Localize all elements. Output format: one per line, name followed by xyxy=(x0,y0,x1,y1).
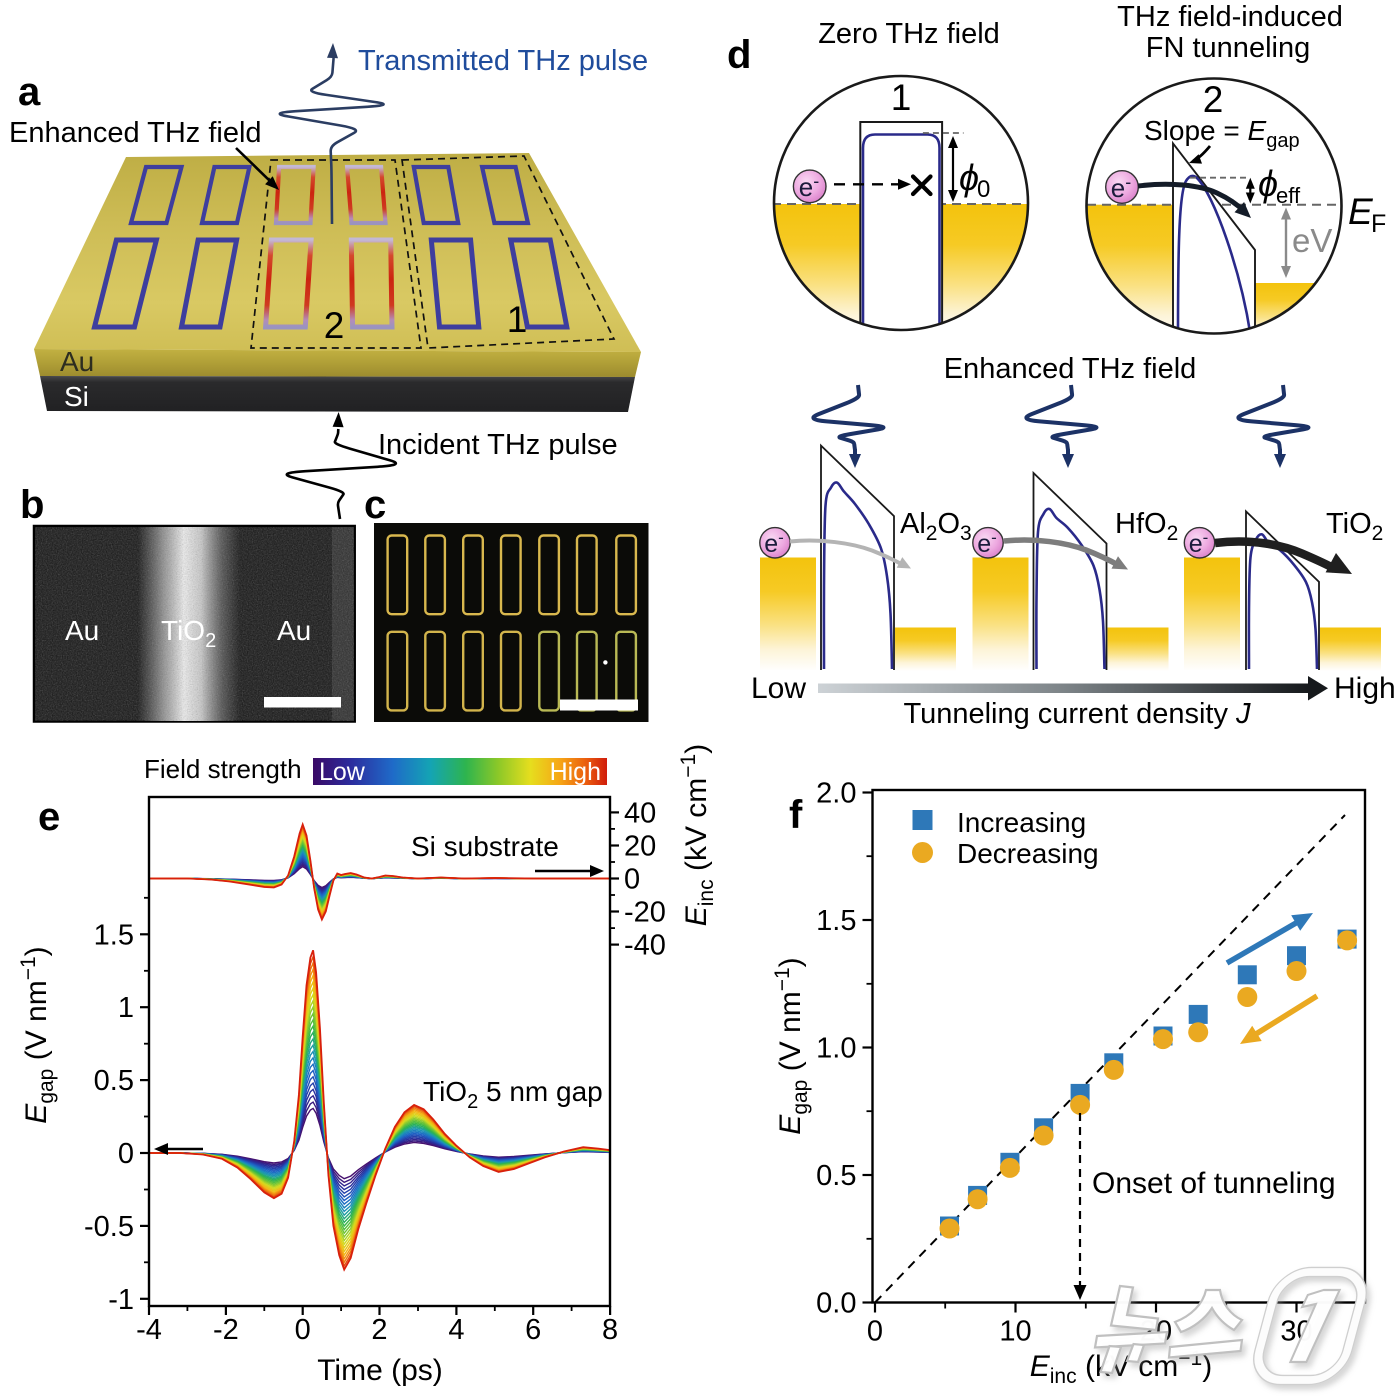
svg-text:a: a xyxy=(18,70,41,114)
svg-text:-20: -20 xyxy=(624,897,666,929)
svg-text:0: 0 xyxy=(867,1316,883,1348)
svg-text:Si substrate: Si substrate xyxy=(411,831,559,862)
svg-text:0: 0 xyxy=(624,864,640,896)
svg-text:Einc (kV cm−1): Einc (kV cm−1) xyxy=(677,744,718,927)
svg-text:ϕ: ϕ xyxy=(1258,163,1278,204)
svg-text:2: 2 xyxy=(371,1314,387,1346)
svg-text:1: 1 xyxy=(118,992,134,1024)
svg-text:1.0: 1.0 xyxy=(816,1033,856,1065)
svg-text:2: 2 xyxy=(324,305,345,346)
svg-text:1.5: 1.5 xyxy=(816,905,856,937)
svg-text:Enhanced THz field: Enhanced THz field xyxy=(9,117,262,149)
svg-text:1: 1 xyxy=(507,299,528,340)
svg-text:0: 0 xyxy=(295,1314,311,1346)
svg-text:Decreasing: Decreasing xyxy=(957,838,1099,869)
svg-text:TiO2​: TiO2​ xyxy=(1326,508,1383,545)
svg-text:Increasing: Increasing xyxy=(957,807,1086,838)
svg-text:6: 6 xyxy=(525,1314,541,1346)
svg-text:Low: Low xyxy=(751,672,806,705)
svg-text:Au: Au xyxy=(277,615,311,646)
svg-text:-0.5: -0.5 xyxy=(84,1211,134,1243)
svg-text:8: 8 xyxy=(602,1314,618,1346)
svg-text:0.5: 0.5 xyxy=(816,1160,856,1192)
svg-text:Einc (kV cm−1): Einc (kV cm−1) xyxy=(1030,1347,1213,1388)
svg-text:Zero THz field: Zero THz field xyxy=(818,18,1000,50)
svg-text:Field strength: Field strength xyxy=(144,754,302,784)
svg-text:20: 20 xyxy=(624,831,656,863)
svg-text:f: f xyxy=(789,793,803,837)
svg-text:0.0: 0.0 xyxy=(816,1288,856,1320)
svg-text:Time (ps): Time (ps) xyxy=(317,1354,443,1387)
svg-text:e: e xyxy=(38,795,60,839)
svg-text:d: d xyxy=(727,33,751,77)
svg-text:0.5: 0.5 xyxy=(94,1065,134,1097)
svg-text:ϕ: ϕ xyxy=(959,157,979,198)
svg-text:10: 10 xyxy=(999,1316,1031,1348)
svg-text:F: F xyxy=(1371,210,1386,238)
svg-text:0: 0 xyxy=(118,1138,134,1170)
svg-text:Transmitted THz pulse: Transmitted THz pulse xyxy=(358,45,648,77)
svg-text:40: 40 xyxy=(624,797,656,829)
svg-text:2.0: 2.0 xyxy=(816,778,856,810)
svg-text:-4: -4 xyxy=(136,1314,162,1346)
svg-text:c: c xyxy=(364,483,386,527)
svg-text:Egap (V nm−1): Egap (V nm−1) xyxy=(17,946,58,1123)
svg-text:4: 4 xyxy=(448,1314,464,1346)
svg-text:Au: Au xyxy=(60,346,94,377)
svg-text:2: 2 xyxy=(1203,79,1224,120)
svg-text:-2: -2 xyxy=(213,1314,239,1346)
svg-text:Low: Low xyxy=(319,758,366,786)
svg-text:1: 1 xyxy=(891,77,912,118)
svg-text:-40: -40 xyxy=(624,930,666,962)
svg-text:eff: eff xyxy=(1276,183,1301,208)
svg-text:Egap (V nm−1): Egap (V nm−1) xyxy=(771,957,812,1134)
svg-text:TiO2 5 nm gap: TiO2 5 nm gap xyxy=(423,1076,603,1113)
svg-text:-1: -1 xyxy=(108,1284,134,1316)
svg-text:Incident THz pulse: Incident THz pulse xyxy=(378,429,618,461)
svg-text:Onset of tunneling: Onset of tunneling xyxy=(1092,1167,1336,1200)
svg-text:eV: eV xyxy=(1292,222,1332,259)
svg-text:High: High xyxy=(1334,672,1396,705)
svg-text:E: E xyxy=(1348,191,1374,232)
svg-text:High: High xyxy=(550,758,601,786)
svg-text:b: b xyxy=(20,483,44,527)
svg-text:1.5: 1.5 xyxy=(94,919,134,951)
svg-text:Si: Si xyxy=(64,381,89,412)
svg-text:Au: Au xyxy=(65,615,99,646)
svg-text:Enhanced THz field: Enhanced THz field xyxy=(944,353,1197,385)
svg-text:Tunneling current density J: Tunneling current density J xyxy=(903,698,1251,730)
svg-text:FN tunneling: FN tunneling xyxy=(1146,32,1310,64)
svg-text:THz field-induced: THz field-induced xyxy=(1117,1,1343,33)
svg-text:0: 0 xyxy=(977,176,990,203)
